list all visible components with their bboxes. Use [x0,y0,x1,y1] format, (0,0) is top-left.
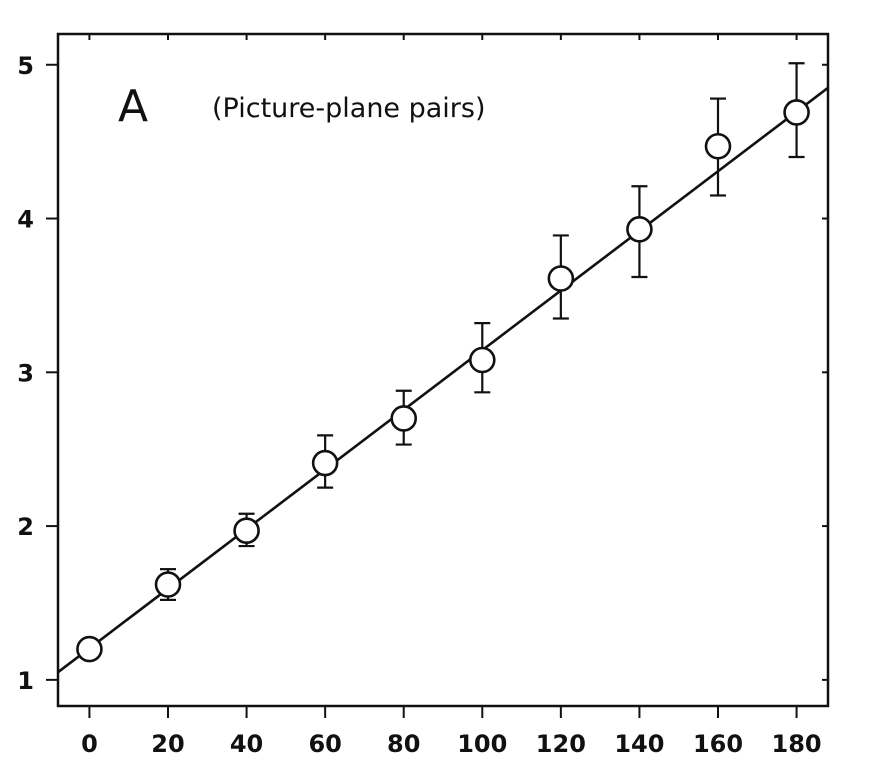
chart-title: (Picture-plane pairs) [212,93,486,124]
x-tick-label: 120 [536,730,586,758]
y-tick-label: 5 [17,52,34,80]
data-point-group [704,97,732,197]
y-tick-label: 1 [17,667,34,695]
data-point-group [390,389,418,446]
plot-frame [56,32,830,708]
x-tick-label: 140 [614,730,664,758]
x-tick-label: 0 [81,730,98,758]
data-point-marker [233,517,260,544]
data-point-group [468,321,496,394]
y-tick-label: 4 [17,206,34,234]
data-point-group [626,185,653,279]
data-point-marker [311,449,339,477]
x-tick-label: 180 [772,730,822,758]
data-point-marker [704,132,732,160]
x-tick-label: 20 [151,730,184,758]
y-tick-label: 2 [17,513,34,541]
fit-line-layer [57,86,829,674]
y-tick-label: 3 [17,359,34,387]
data-point-marker [547,265,575,292]
data-point-marker [783,99,810,126]
data-points-layer [76,62,810,663]
data-point-marker [468,346,496,374]
panel-label: A [118,81,148,132]
x-tick-label: 80 [387,730,420,758]
data-point-group [233,512,260,548]
data-point-marker [626,215,653,243]
data-point-marker [390,405,418,432]
x-tick-label: 60 [308,730,341,758]
data-point-marker [76,635,103,663]
x-tick-label: 100 [457,730,507,758]
data-point-group [547,234,575,320]
data-point-group [154,568,182,601]
x-tick-label: 160 [693,730,743,758]
x-tick-label: 40 [230,730,263,758]
regression-line [57,86,829,674]
data-point-group [783,62,810,159]
data-point-group [311,434,339,489]
axes-layer: 0 20 40 60 80 100 120 140 160 180 1 2 3 4 5 [17,32,830,758]
data-point-group [76,635,103,663]
data-point-marker [154,571,182,598]
